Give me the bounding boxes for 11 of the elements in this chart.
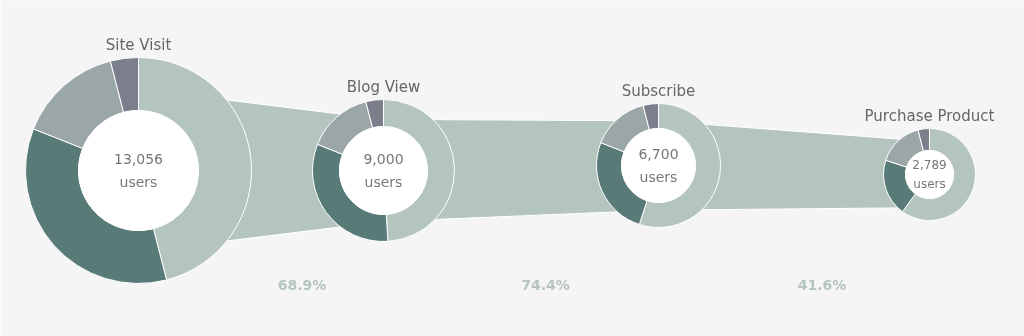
text: 6,700 users bbox=[638, 146, 679, 185]
text: 74.4% bbox=[521, 276, 570, 293]
text: 13,056 users bbox=[114, 151, 164, 190]
text: 41.6% bbox=[797, 276, 847, 293]
chart-title: Purchase Product bbox=[864, 106, 995, 125]
text: 2,789 users bbox=[912, 157, 947, 192]
chart-title: Blog View bbox=[346, 77, 421, 96]
text: 9,000 users bbox=[363, 151, 404, 190]
chart-title: Site Visit bbox=[105, 35, 172, 54]
chart-title: Subscribe bbox=[621, 81, 696, 100]
text: 68.9% bbox=[277, 276, 327, 293]
